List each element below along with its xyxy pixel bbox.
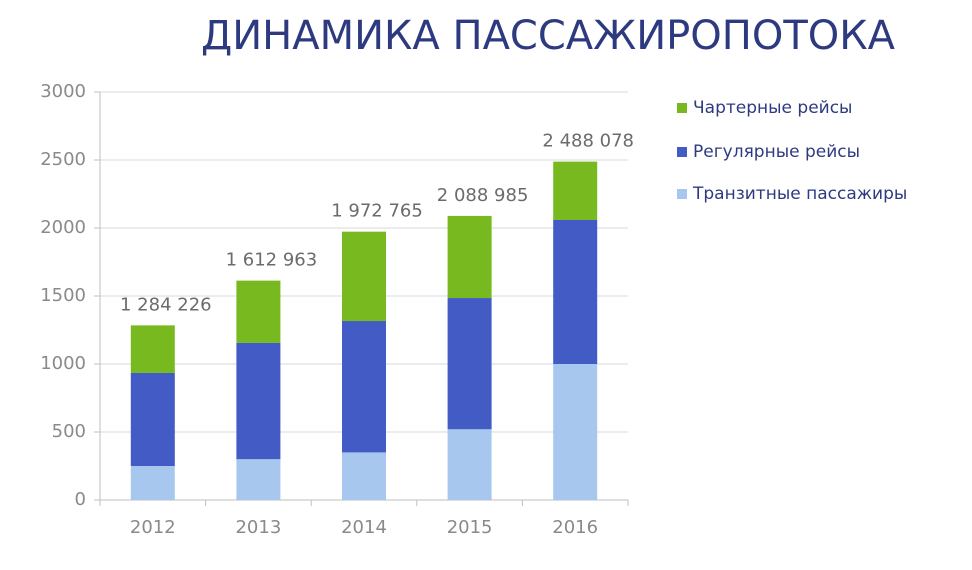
bar-segment bbox=[130, 466, 175, 500]
y-tick-label: 0 bbox=[75, 489, 86, 510]
y-tick-label: 1000 bbox=[40, 353, 86, 374]
legend-swatch bbox=[677, 189, 687, 199]
bar-segment bbox=[130, 372, 175, 466]
bar-segment bbox=[236, 342, 281, 460]
x-tick-label: 2013 bbox=[235, 517, 281, 538]
bar-segment bbox=[130, 325, 175, 373]
chart-title: ДИНАМИКА ПАССАЖИРОПОТОКА bbox=[201, 13, 896, 59]
x-tick-label: 2012 bbox=[130, 517, 176, 538]
total-label: 1 284 226 bbox=[120, 294, 212, 315]
total-label: 1 612 963 bbox=[226, 250, 318, 271]
legend-label: Регулярные рейсы bbox=[693, 142, 860, 162]
legend-swatch bbox=[677, 147, 687, 157]
legend-label: Транзитные пассажиры bbox=[692, 184, 907, 204]
bar-segment bbox=[553, 219, 598, 364]
bar-segment bbox=[236, 280, 281, 343]
bar-segment bbox=[447, 429, 492, 500]
y-tick-label: 1500 bbox=[40, 285, 86, 306]
total-label: 2 488 078 bbox=[542, 131, 634, 152]
bar-segment bbox=[342, 452, 386, 500]
x-tick-label: 2016 bbox=[552, 517, 598, 538]
legend-label: Чартерные рейсы bbox=[693, 98, 852, 118]
bar-segment bbox=[553, 161, 598, 220]
bar-segment bbox=[447, 298, 492, 430]
y-tick-label: 3000 bbox=[40, 81, 86, 102]
legend-swatch bbox=[677, 103, 687, 113]
bar-segment bbox=[236, 459, 281, 500]
y-tick-label: 2000 bbox=[40, 217, 86, 238]
bar-segment bbox=[447, 215, 492, 299]
x-tick-label: 2014 bbox=[341, 517, 387, 538]
y-tick-label: 500 bbox=[52, 421, 86, 442]
bar-segment bbox=[553, 364, 598, 500]
bar-segment bbox=[342, 321, 386, 453]
total-label: 2 088 985 bbox=[437, 185, 529, 206]
bar-segment bbox=[342, 231, 386, 322]
total-label: 1 972 765 bbox=[331, 201, 423, 222]
y-tick-label: 2500 bbox=[40, 149, 86, 170]
x-tick-label: 2015 bbox=[447, 517, 493, 538]
